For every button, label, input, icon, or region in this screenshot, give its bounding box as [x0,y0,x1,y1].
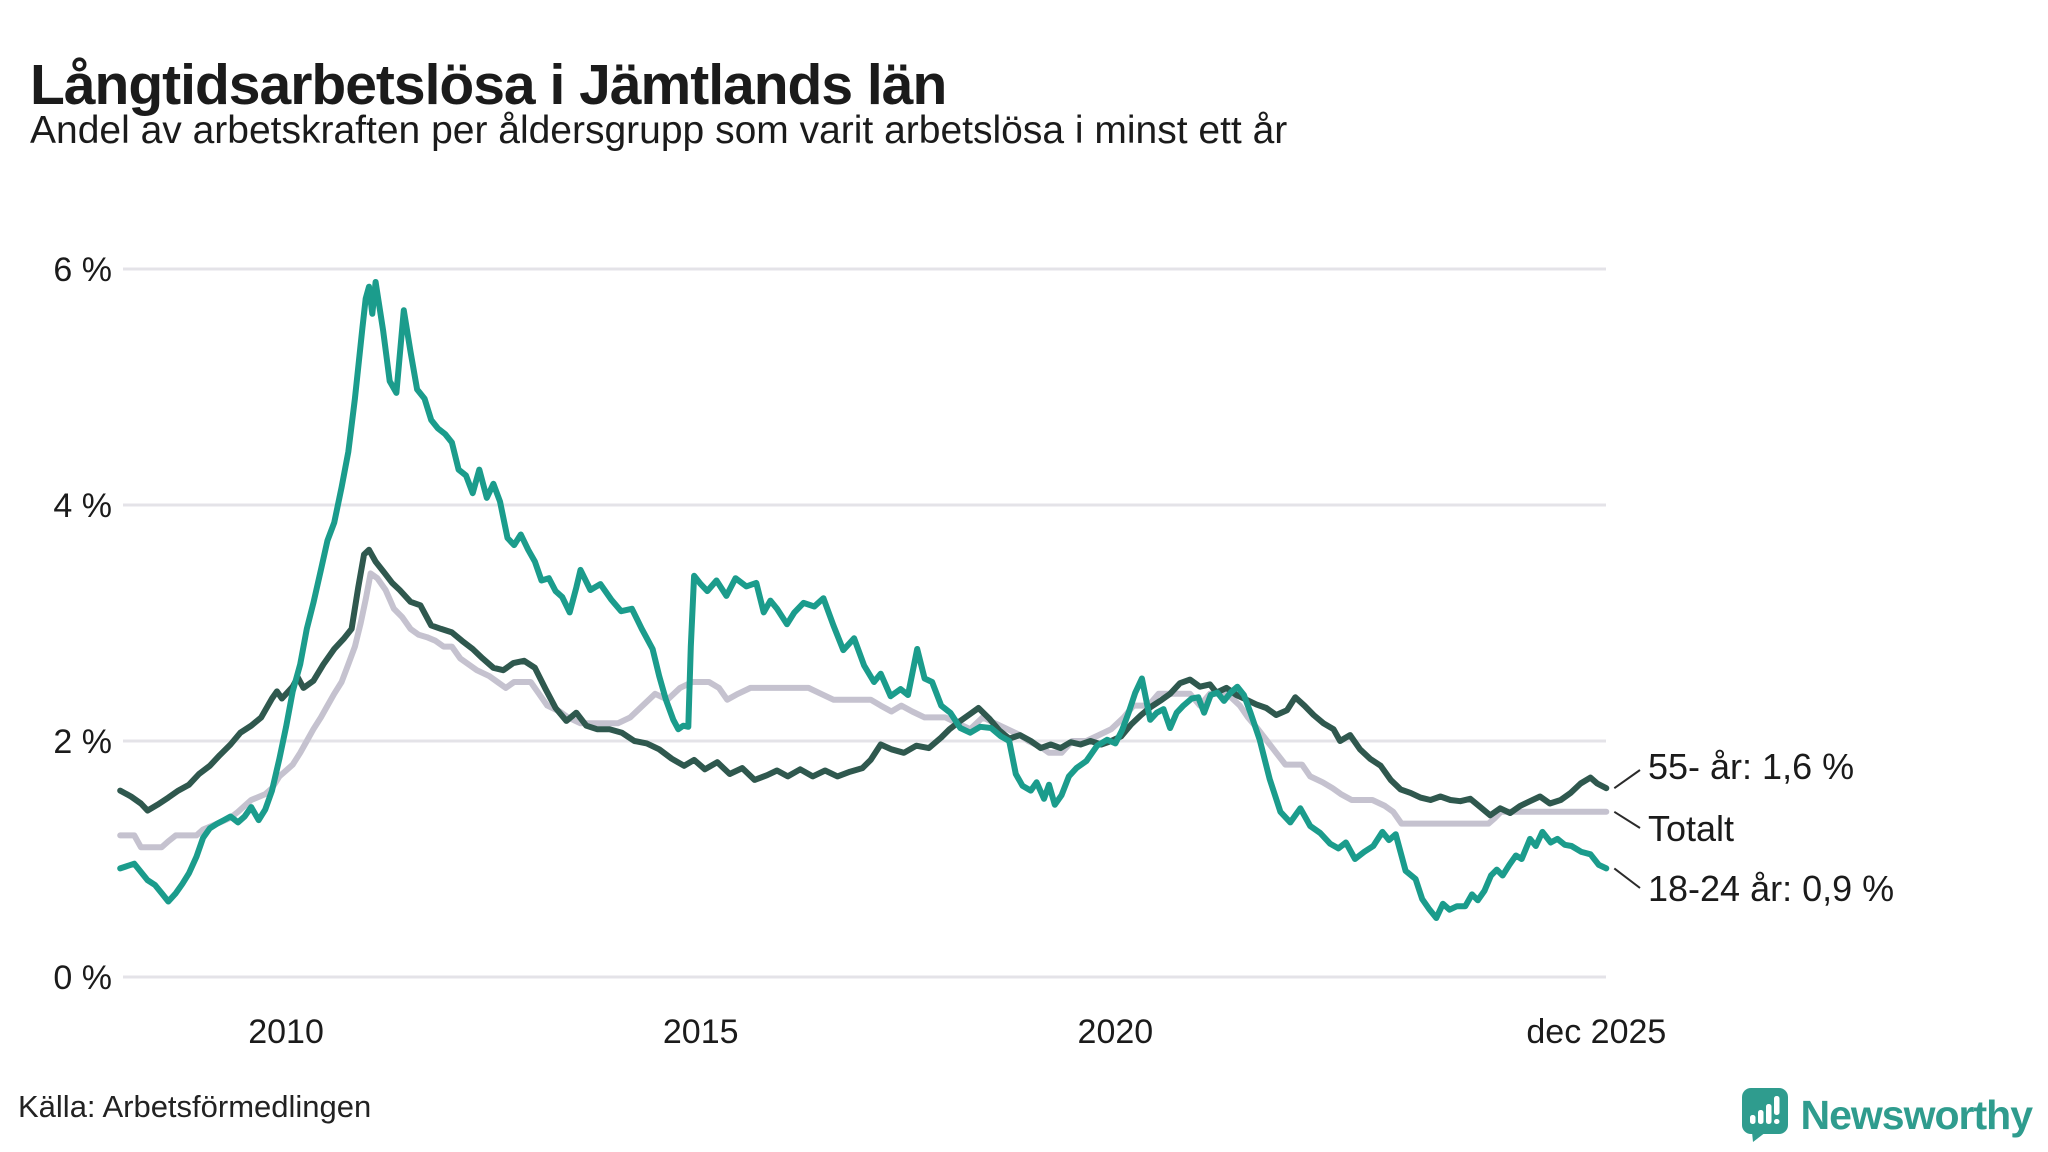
newsworthy-icon [1741,1088,1788,1142]
newsworthy-logo: Newsworthy [1741,1088,2033,1142]
page-title: Långtidsarbetslösa i Jämtlands län [30,53,947,118]
source-note: Källa: Arbetsförmedlingen [18,1089,372,1124]
y-tick-label: 4 % [53,487,112,525]
series-end-label-totalt: Totalt [1648,808,1734,849]
series-line-18-24-år [117,279,1610,921]
series-lines [117,279,1610,921]
label-connector-55--år [1613,769,1641,790]
x-tick-label: 2010 [248,1013,324,1051]
series-end-labels: 55- år: 1,6 % Totalt 18-24 år: 0,9 % [1613,746,1894,909]
gridlines [123,267,1606,979]
x-tick-label: 2020 [1078,1013,1154,1051]
label-connector-18-24-år [1613,867,1641,889]
label-connector-totalt [1613,810,1641,829]
y-axis-labels: 6 % 4 % 2 % 0 % [53,251,112,997]
x-tick-label: dec 2025 [1526,1013,1666,1051]
series-end-label-55--år: 55- år: 1,6 % [1648,746,1854,787]
y-tick-label: 0 % [53,959,112,997]
x-tick-label: 2015 [663,1013,739,1051]
y-tick-label: 2 % [53,723,112,761]
series-line-totalt [117,570,1610,851]
page-subtitle: Andel av arbetskraften per åldersgrupp s… [30,109,1288,152]
newsworthy-wordmark: Newsworthy [1800,1091,2033,1138]
x-axis-labels: 2010 2015 2020 dec 2025 [248,1013,1666,1051]
series-line-55--år [117,546,1610,819]
series-end-label-18-24-år: 18-24 år: 0,9 % [1648,868,1894,909]
y-tick-label: 6 % [53,251,112,289]
